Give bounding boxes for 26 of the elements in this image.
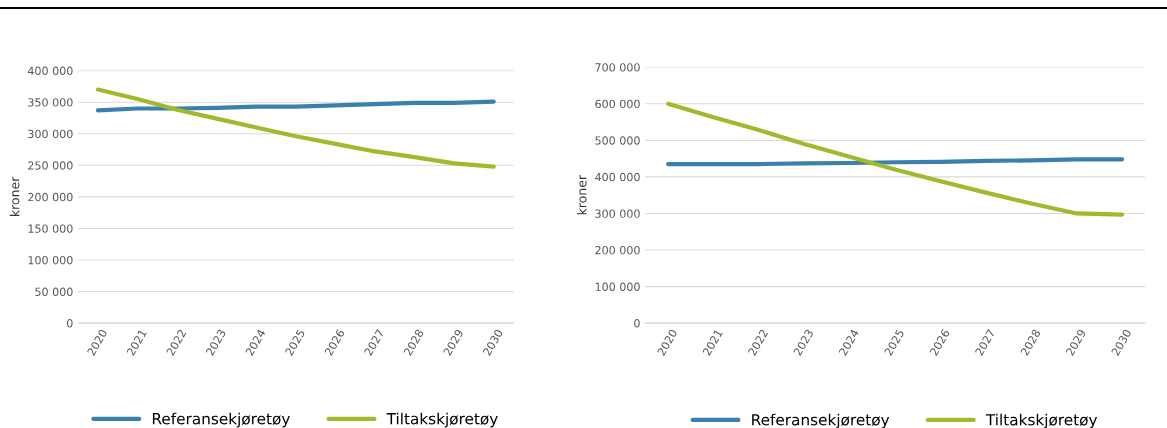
y-tick-label: 100 000 — [28, 255, 73, 265]
y-tick-label: 0 — [66, 319, 73, 328]
legend-label: Tiltakskjøretøy — [386, 412, 498, 428]
legend-label: Referansekjøretøy — [752, 413, 890, 428]
y-tick-label: 50 000 — [35, 287, 73, 296]
y-tick-label: 500 000 — [595, 136, 640, 145]
y-tick-label: 300 000 — [595, 209, 640, 218]
y-axis-title: kroner — [9, 176, 20, 216]
y-tick-label: 300 000 — [28, 129, 73, 139]
line-series — [95, 99, 496, 113]
y-tick-label: 200 000 — [595, 245, 640, 255]
y-tick-label: 100 000 — [595, 282, 640, 291]
y-tick-label: 150 000 — [28, 224, 73, 233]
y-tick-label: 0 — [634, 319, 640, 328]
line-series — [95, 87, 496, 169]
y-tick-label: 400 000 — [27, 66, 73, 75]
y-tick-label: 350 000 — [28, 98, 73, 107]
y-tick-label: 200 000 — [28, 192, 73, 202]
y-tick-label: 700 000 — [595, 63, 640, 72]
y-tick-label: 250 000 — [28, 161, 73, 170]
legend-label: Tiltakskjøretøy — [985, 413, 1098, 428]
line-series — [665, 101, 1125, 217]
y-tick-label: 400 000 — [595, 172, 640, 182]
y-tick-label: 600 000 — [595, 99, 640, 109]
legend-label: Referansekjøretøy — [152, 412, 290, 428]
y-axis-title: kroner — [576, 174, 587, 215]
